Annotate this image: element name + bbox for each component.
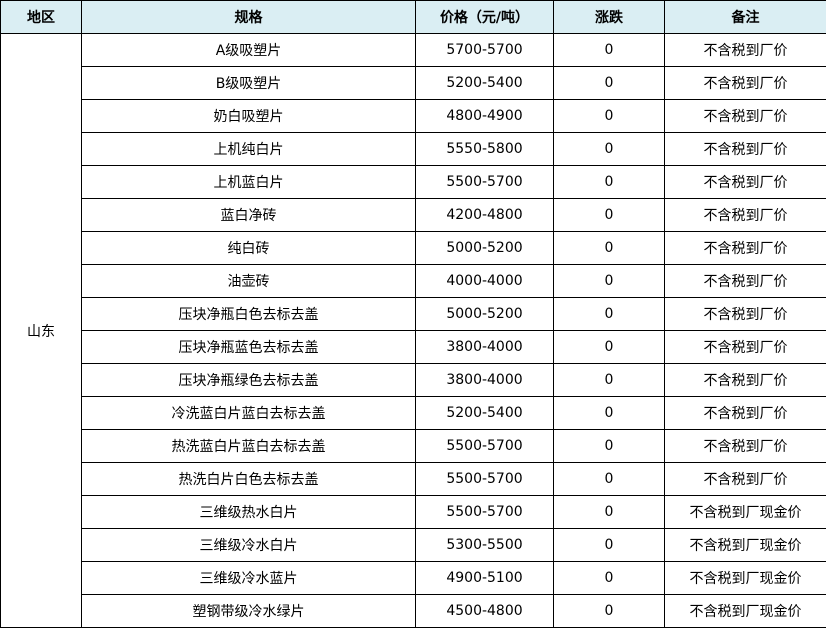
- note-cell: 不含税到厂价: [664, 198, 826, 232]
- table-row: 纯白砖 5000-5200 0 不含税到厂价: [1, 231, 826, 265]
- change-cell: 0: [553, 330, 665, 364]
- note-cell: 不含税到厂价: [664, 165, 826, 199]
- change-cell: 0: [553, 198, 665, 232]
- note-cell: 不含税到厂价: [664, 297, 826, 331]
- table-row: B级吸塑片 5200-5400 0 不含税到厂价: [1, 66, 826, 100]
- table-row: 热洗白片白色去标去盖 5500-5700 0 不含税到厂价: [1, 462, 826, 496]
- table-row: 三维级冷水白片 5300-5500 0 不含税到厂现金价: [1, 528, 826, 562]
- note-cell: 不含税到厂价: [664, 132, 826, 166]
- spec-cell: A级吸塑片: [81, 33, 416, 67]
- note-cell: 不含税到厂价: [664, 66, 826, 100]
- change-cell: 0: [553, 66, 665, 100]
- table-row: 压块净瓶蓝色去标去盖 3800-4000 0 不含税到厂价: [1, 330, 826, 364]
- change-cell: 0: [553, 165, 665, 199]
- price-cell: 5500-5700: [415, 165, 554, 199]
- table-row: 冷洗蓝白片蓝白去标去盖 5200-5400 0 不含税到厂价: [1, 396, 826, 430]
- note-cell: 不含税到厂现金价: [664, 561, 826, 595]
- price-cell: 5000-5200: [415, 297, 554, 331]
- table-row: 塑钢带级冷水绿片 4500-4800 0 不含税到厂现金价: [1, 594, 826, 628]
- spec-cell: 压块净瓶绿色去标去盖: [81, 363, 416, 397]
- note-cell: 不含税到厂价: [664, 33, 826, 67]
- spec-cell: 冷洗蓝白片蓝白去标去盖: [81, 396, 416, 430]
- table-row: 蓝白净砖 4200-4800 0 不含税到厂价: [1, 198, 826, 232]
- price-cell: 4000-4000: [415, 264, 554, 298]
- change-cell: 0: [553, 429, 665, 463]
- note-cell: 不含税到厂价: [664, 264, 826, 298]
- spec-cell: 三维级冷水蓝片: [81, 561, 416, 595]
- note-cell: 不含税到厂价: [664, 363, 826, 397]
- price-cell: 5300-5500: [415, 528, 554, 562]
- price-cell: 4500-4800: [415, 594, 554, 628]
- spec-cell: 压块净瓶白色去标去盖: [81, 297, 416, 331]
- header-region: 地区: [0, 0, 82, 34]
- spec-cell: 塑钢带级冷水绿片: [81, 594, 416, 628]
- price-cell: 3800-4000: [415, 363, 554, 397]
- spec-cell: 奶白吸塑片: [81, 99, 416, 133]
- change-cell: 0: [553, 264, 665, 298]
- price-cell: 4900-5100: [415, 561, 554, 595]
- change-cell: 0: [553, 99, 665, 133]
- table-row: 上机纯白片 5550-5800 0 不含税到厂价: [1, 132, 826, 166]
- header-note: 备注: [664, 0, 826, 34]
- note-cell: 不含税到厂价: [664, 396, 826, 430]
- change-cell: 0: [553, 495, 665, 529]
- header-change: 涨跌: [553, 0, 665, 34]
- note-cell: 不含税到厂现金价: [664, 594, 826, 628]
- change-cell: 0: [553, 231, 665, 265]
- table-row: 压块净瓶绿色去标去盖 3800-4000 0 不含税到厂价: [1, 363, 826, 397]
- header-price: 价格（元/吨）: [415, 0, 554, 34]
- change-cell: 0: [553, 132, 665, 166]
- change-cell: 0: [553, 528, 665, 562]
- price-cell: 5500-5700: [415, 429, 554, 463]
- change-cell: 0: [553, 462, 665, 496]
- price-cell: 5000-5200: [415, 231, 554, 265]
- table-row: 油壶砖 4000-4000 0 不含税到厂价: [1, 264, 826, 298]
- price-cell: 5500-5700: [415, 462, 554, 496]
- price-cell: 5550-5800: [415, 132, 554, 166]
- table-row: 奶白吸塑片 4800-4900 0 不含税到厂价: [1, 99, 826, 133]
- note-cell: 不含税到厂现金价: [664, 495, 826, 529]
- table-row: 三维级热水白片 5500-5700 0 不含税到厂现金价: [1, 495, 826, 529]
- change-cell: 0: [553, 561, 665, 595]
- header-spec: 规格: [81, 0, 416, 34]
- note-cell: 不含税到厂价: [664, 231, 826, 265]
- spec-cell: 热洗白片白色去标去盖: [81, 462, 416, 496]
- spec-cell: 上机蓝白片: [81, 165, 416, 199]
- table-row: 压块净瓶白色去标去盖 5000-5200 0 不含税到厂价: [1, 297, 826, 331]
- price-cell: 5200-5400: [415, 66, 554, 100]
- note-cell: 不含税到厂价: [664, 330, 826, 364]
- spec-cell: 纯白砖: [81, 231, 416, 265]
- spec-cell: 油壶砖: [81, 264, 416, 298]
- note-cell: 不含税到厂价: [664, 429, 826, 463]
- change-cell: 0: [553, 33, 665, 67]
- spec-cell: 上机纯白片: [81, 132, 416, 166]
- note-cell: 不含税到厂现金价: [664, 528, 826, 562]
- table-row: 三维级冷水蓝片 4900-5100 0 不含税到厂现金价: [1, 561, 826, 595]
- spec-cell: 三维级热水白片: [81, 495, 416, 529]
- table-row: 热洗蓝白片蓝白去标去盖 5500-5700 0 不含税到厂价: [1, 429, 826, 463]
- spec-cell: 压块净瓶蓝色去标去盖: [81, 330, 416, 364]
- change-cell: 0: [553, 297, 665, 331]
- price-cell: 4800-4900: [415, 99, 554, 133]
- spec-cell: B级吸塑片: [81, 66, 416, 100]
- table-row: 上机蓝白片 5500-5700 0 不含税到厂价: [1, 165, 826, 199]
- change-cell: 0: [553, 396, 665, 430]
- change-cell: 0: [553, 363, 665, 397]
- spec-cell: 蓝白净砖: [81, 198, 416, 232]
- change-cell: 0: [553, 594, 665, 628]
- price-cell: 5200-5400: [415, 396, 554, 430]
- note-cell: 不含税到厂价: [664, 99, 826, 133]
- price-cell: 5700-5700: [415, 33, 554, 67]
- price-cell: 4200-4800: [415, 198, 554, 232]
- price-cell: 3800-4000: [415, 330, 554, 364]
- table-row: 山东 A级吸塑片 5700-5700 0 不含税到厂价: [0, 33, 826, 628]
- note-cell: 不含税到厂价: [664, 462, 826, 496]
- spec-cell: 热洗蓝白片蓝白去标去盖: [81, 429, 416, 463]
- price-cell: 5500-5700: [415, 495, 554, 529]
- spec-cell: 三维级冷水白片: [81, 528, 416, 562]
- region-cell: 山东: [0, 33, 82, 628]
- header-row: 地区 规格 价格（元/吨） 涨跌 备注: [0, 0, 826, 34]
